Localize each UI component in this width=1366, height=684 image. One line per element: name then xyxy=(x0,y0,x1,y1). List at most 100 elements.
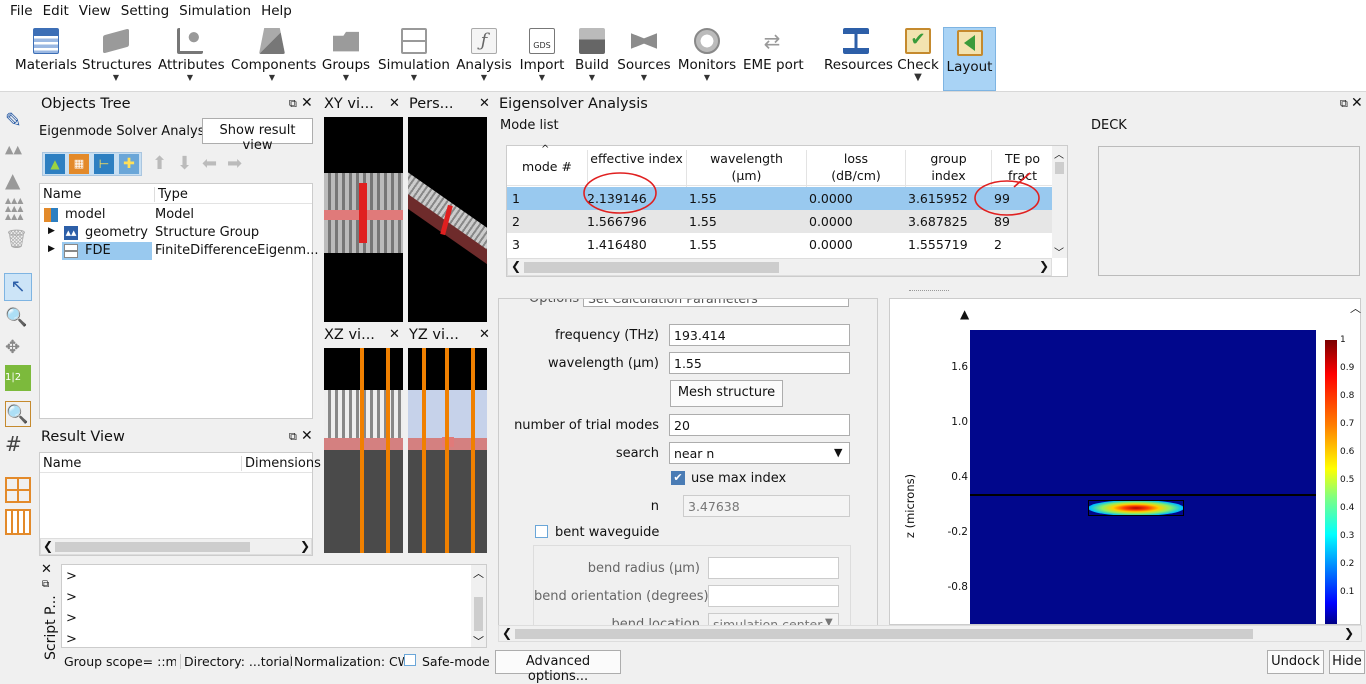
trial-modes-input[interactable]: 20 xyxy=(669,414,850,436)
array-icon[interactable]: ▲▲▲ ▲▲▲ ▲▲▲ xyxy=(5,196,24,221)
column-te-fraction[interactable]: TE po fract xyxy=(991,150,1053,190)
toolbar-build[interactable]: Build ▼ xyxy=(572,26,612,92)
script-prompt-area[interactable]: > > > > ︿ ﹀ xyxy=(61,564,487,648)
menu-edit[interactable]: Edit xyxy=(42,3,69,19)
toolbar-structures[interactable]: Structures ▼ xyxy=(82,26,152,92)
ruler-icon[interactable]: 1|2 xyxy=(5,365,31,391)
toolbar-analysis[interactable]: ƒ Analysis ▼ xyxy=(456,28,512,82)
show-result-view-button[interactable]: Show result view xyxy=(202,118,313,153)
mode-row-2[interactable]: 2 1.566796 1.55 0.0000 3.687825 89 xyxy=(507,210,1052,233)
plot-scroll-up-icon[interactable]: ︿ xyxy=(1350,302,1361,315)
close-icon[interactable]: ✕ xyxy=(41,562,52,577)
viewport-perspective[interactable] xyxy=(408,117,487,322)
zoom-extent-icon[interactable]: 🔍 xyxy=(5,401,31,427)
column-mode[interactable]: mode # xyxy=(522,159,572,174)
spreadsheet-icon[interactable] xyxy=(5,477,31,503)
scroll-left-icon[interactable]: ❮ xyxy=(43,539,54,553)
close-icon[interactable]: ✕ xyxy=(479,327,490,342)
tree-row-fde[interactable]: ▶ FDE FiniteDifferenceEigenm... xyxy=(48,242,319,260)
mode-row-1[interactable]: 1 2.139146 1.55 0.0000 3.615952 99 xyxy=(507,187,1052,210)
vertical-scrollbar[interactable]: ︿ ﹀ xyxy=(471,565,486,648)
add-axis-icon[interactable]: ⊢ xyxy=(94,154,114,174)
horizontal-scrollbar[interactable]: ❮ ❯ xyxy=(40,538,312,555)
bend-radius-input[interactable] xyxy=(708,557,839,579)
expand-arrow-icon[interactable]: ▶ xyxy=(48,244,55,254)
column-loss[interactable]: loss (dB/cm) xyxy=(806,150,905,190)
mode-profile-plot[interactable]: ▲ z (microns) 1.6 1.0 0.4 -0.2 -0.8 1 0.… xyxy=(889,298,1361,625)
undock-button[interactable]: Undock xyxy=(1267,650,1324,674)
close-icon[interactable]: ✕ xyxy=(389,96,400,111)
close-icon[interactable]: ✕ xyxy=(1351,95,1363,111)
column-name[interactable]: Name xyxy=(43,187,82,202)
safe-mode-checkbox[interactable] xyxy=(404,654,416,666)
float-panel-icon[interactable]: ⧉ xyxy=(1340,97,1348,110)
float-panel-icon[interactable]: ⧉ xyxy=(42,579,50,590)
move-up-icon[interactable]: ▲▲ xyxy=(5,143,22,156)
advanced-options-button[interactable]: Advanced options... xyxy=(495,650,621,684)
menu-file[interactable]: File xyxy=(10,3,33,19)
frequency-input[interactable]: 193.414 xyxy=(669,324,850,346)
viewport-yz[interactable] xyxy=(408,348,487,553)
float-panel-icon[interactable]: ⧉ xyxy=(289,430,297,443)
zoom-icon[interactable]: 🔍 xyxy=(5,307,28,328)
bend-orientation-input[interactable] xyxy=(708,585,839,607)
calculator-icon[interactable] xyxy=(5,509,31,535)
toolbar-import[interactable]: GDS Import ▼ xyxy=(518,26,566,92)
pan-icon[interactable]: ✥ xyxy=(5,337,21,358)
toolbar-monitors[interactable]: Monitors ▼ xyxy=(677,26,737,92)
viewport-xy[interactable] xyxy=(324,117,403,322)
bent-waveguide-checkbox[interactable] xyxy=(535,525,548,538)
add-sparkle-icon[interactable]: ✚ xyxy=(119,154,139,174)
deck-area[interactable] xyxy=(1098,146,1360,276)
mesh-structure-button[interactable]: Mesh structure xyxy=(670,380,783,407)
move-down-arrow-icon[interactable]: ⬇ xyxy=(177,153,193,174)
add-grid-icon[interactable]: ▦ xyxy=(69,154,89,174)
column-name[interactable]: Name xyxy=(43,456,82,471)
menu-simulation[interactable]: Simulation xyxy=(179,3,252,19)
toolbar-groups[interactable]: Groups ▼ xyxy=(321,26,371,92)
close-icon[interactable]: ✕ xyxy=(389,327,400,342)
splitter-handle[interactable] xyxy=(909,290,949,293)
tree-row-geometry[interactable]: ▶ ▲▲ geometry Structure Group xyxy=(48,225,260,240)
pyramid-icon[interactable]: ▲ xyxy=(5,168,21,192)
expand-arrow-icon[interactable]: ▶ xyxy=(48,226,55,236)
menu-view[interactable]: View xyxy=(78,3,111,19)
mode-row-3[interactable]: 3 1.416480 1.55 0.0000 1.555719 2 xyxy=(507,233,1052,256)
toolbar-check[interactable]: ✔ Check ▼ xyxy=(897,28,939,83)
toolbar-materials[interactable]: Materials xyxy=(14,26,78,92)
options-select[interactable]: Set Calculation Parameters xyxy=(583,299,849,307)
move-left-arrow-icon[interactable]: ⬅ xyxy=(202,153,218,174)
menu-help[interactable]: Help xyxy=(261,3,292,19)
move-right-arrow-icon[interactable]: ➡ xyxy=(227,153,243,174)
toolbar-resources[interactable]: Resources xyxy=(824,26,893,92)
horizontal-scrollbar[interactable]: ❮ ❯ xyxy=(507,258,1052,276)
select-cursor-icon[interactable]: ↖ xyxy=(4,273,32,301)
vertical-scrollbar[interactable]: ︿ ﹀ xyxy=(1052,146,1067,259)
close-icon[interactable]: ✕ xyxy=(301,95,313,111)
settings-horizontal-scrollbar[interactable]: ❮ ❯ xyxy=(498,625,1362,642)
float-panel-icon[interactable]: ⧉ xyxy=(289,97,297,110)
column-dimensions[interactable]: Dimensions xyxy=(241,456,321,471)
toolbar-attributes[interactable]: Attributes ▼ xyxy=(158,26,225,92)
close-icon[interactable]: ✕ xyxy=(479,96,490,111)
edit-pencil-icon[interactable]: ✎ xyxy=(5,108,22,132)
move-up-arrow-icon[interactable]: ⬆ xyxy=(152,153,168,174)
toolbar-sources[interactable]: Sources ▼ xyxy=(617,26,671,92)
column-wavelength[interactable]: wavelength (µm) xyxy=(686,150,806,190)
toolbar-simulation[interactable]: Simulation ▼ xyxy=(378,26,450,92)
column-type[interactable]: Type xyxy=(154,187,188,202)
toolbar-eme-port[interactable]: ⇄ EME port xyxy=(743,29,804,73)
viewport-xz[interactable] xyxy=(324,348,403,553)
toolbar-layout[interactable]: Layout xyxy=(943,27,996,91)
hide-button[interactable]: Hide xyxy=(1329,650,1365,674)
wavelength-input[interactable]: 1.55 xyxy=(669,352,850,374)
n-input[interactable]: 3.47638 xyxy=(683,495,850,517)
use-max-index-checkbox[interactable]: ✔ xyxy=(671,471,685,485)
close-icon[interactable]: ✕ xyxy=(301,428,313,444)
search-select[interactable]: near n ▼ xyxy=(669,442,850,464)
scroll-right-icon[interactable]: ❯ xyxy=(300,539,311,553)
grid-measure-icon[interactable]: # xyxy=(5,432,22,456)
trash-icon[interactable]: 🗑 xyxy=(5,229,28,250)
column-group-index[interactable]: group index xyxy=(905,150,991,190)
menu-setting[interactable]: Setting xyxy=(120,3,170,19)
